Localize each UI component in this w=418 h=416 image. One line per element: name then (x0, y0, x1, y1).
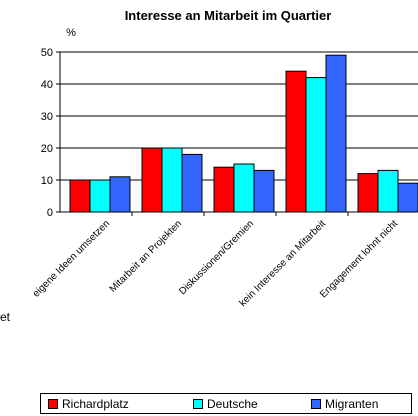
legend-swatch-richardplatz (48, 399, 58, 409)
bar-richardplatz-2 (141, 147, 163, 213)
y-tick-label: 10 (41, 175, 53, 187)
legend-swatch-migranten (311, 399, 321, 409)
bar-migranten-4 (325, 54, 347, 213)
x-tick-label: eigene Ideen umsetzen (31, 218, 112, 299)
x-tick-label: Engagement lohnt nicht (318, 218, 400, 300)
bar-richardplatz-5 (357, 173, 379, 213)
bar-deutsche-5 (377, 169, 399, 213)
chart-title: Interesse an Mitarbeit im Quartier (125, 8, 332, 23)
y-tick-label: 0 (47, 207, 53, 219)
legend-item-deutsche: Deutsche (193, 397, 258, 411)
axes (59, 52, 418, 216)
bar-deutsche-3 (233, 163, 255, 213)
legend-label-migranten: Migranten (325, 397, 379, 411)
bar-richardplatz-3 (213, 166, 235, 213)
x-tick-label: kein Interesse an Mitarbeit (237, 218, 328, 309)
bar-deutsche-1 (89, 179, 111, 213)
x-tick-label: Diskussionen/Gremien (177, 218, 256, 297)
y-axis-unit-label: % (66, 27, 76, 39)
bar-migranten-2 (181, 153, 203, 213)
legend-label-richardplatz: Richardplatz (62, 397, 129, 411)
bar-migranten-3 (253, 169, 275, 213)
x-tick-label: Mitarbeit an Projekten (108, 218, 185, 295)
y-tick-labels: 0 10 20 30 40 50 (41, 47, 60, 219)
bars (69, 54, 418, 213)
y-tick-label: 40 (41, 79, 53, 91)
bar-deutsche-2 (161, 147, 183, 213)
bar-richardplatz-1 (69, 179, 91, 213)
legend-swatch-deutsche (193, 399, 203, 409)
bar-richardplatz-4 (285, 70, 307, 213)
clipped-text-fragment: et (0, 310, 11, 324)
legend: Richardplatz Deutsche Migranten (40, 393, 412, 414)
legend-label-deutsche: Deutsche (207, 397, 258, 411)
gridlines (60, 51, 418, 181)
y-tick-label: 50 (41, 47, 53, 59)
bar-migranten-1 (109, 176, 131, 213)
bar-deutsche-4 (305, 77, 327, 213)
y-tick-label: 20 (41, 143, 53, 155)
legend-item-richardplatz: Richardplatz (48, 397, 129, 411)
bar-migranten-5 (397, 182, 418, 213)
y-tick-label: 30 (41, 111, 53, 123)
legend-item-migranten: Migranten (311, 397, 378, 411)
